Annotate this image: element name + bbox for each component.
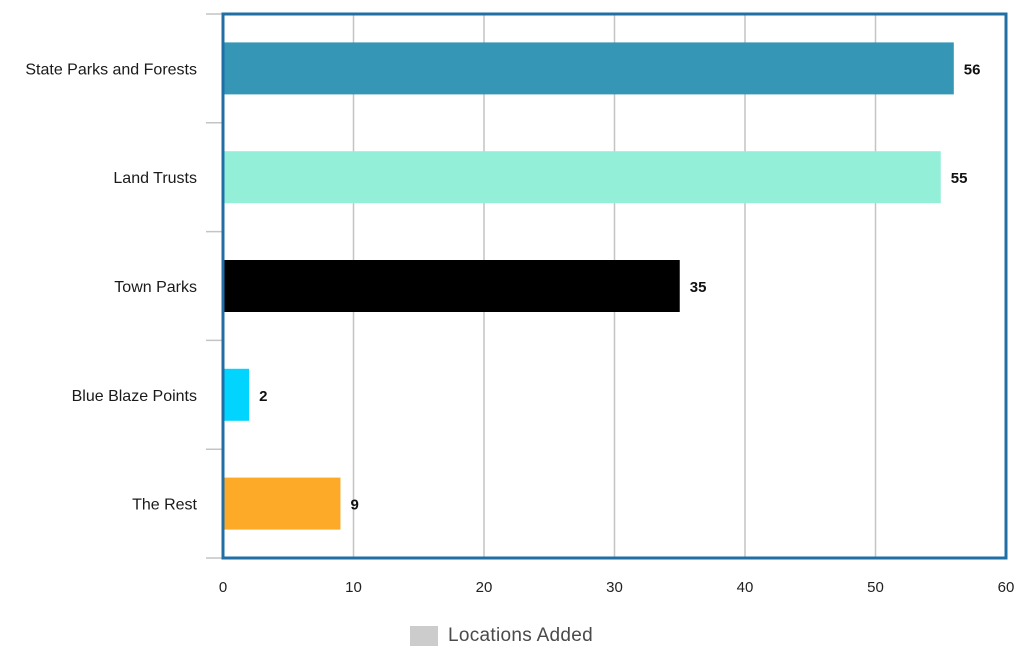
- data-label-town-parks: 35: [690, 279, 707, 296]
- category-label-state-parks-and-forests: State Parks and Forests: [25, 61, 197, 78]
- x-tick-label-30: 30: [606, 579, 623, 596]
- bar-blue-blaze-points: [223, 368, 250, 421]
- category-label-the-rest: The Rest: [132, 497, 197, 514]
- legend-label: Locations Added: [448, 625, 594, 646]
- bar-town-parks: [223, 260, 680, 312]
- x-tick-label-40: 40: [737, 579, 754, 596]
- data-label-blue-blaze-points: 2: [259, 388, 267, 405]
- legend-swatch: [410, 626, 438, 646]
- data-label-state-parks-and-forests: 56: [964, 61, 981, 78]
- x-tick-label-60: 60: [998, 579, 1015, 596]
- category-label-town-parks: Town Parks: [114, 279, 197, 296]
- category-labels: State Parks and Forests Land Trusts Town P…: [25, 61, 197, 513]
- bar-the-rest: [223, 477, 341, 530]
- bar-land-trusts: [223, 151, 941, 204]
- y-tick-marks: [206, 13, 223, 559]
- category-label-blue-blaze-points: Blue Blaze Points: [72, 388, 197, 405]
- bars: [223, 42, 954, 530]
- legend: Locations Added: [410, 624, 593, 648]
- x-tick-label-10: 10: [345, 579, 362, 596]
- data-labels: 56 55 35 2 9: [259, 61, 980, 513]
- x-tick-label-20: 20: [476, 579, 493, 596]
- x-tick-label-0: 0: [219, 579, 227, 596]
- x-tick-labels: 0 10 20 30 40 50 60: [219, 579, 1015, 596]
- category-label-land-trusts: Land Trusts: [113, 170, 197, 187]
- bar-state-parks-and-forests: [223, 42, 954, 95]
- x-tick-label-50: 50: [867, 579, 884, 596]
- plot-frame: [221, 12, 1008, 560]
- data-label-the-rest: 9: [350, 497, 358, 514]
- data-label-land-trusts: 55: [951, 170, 968, 187]
